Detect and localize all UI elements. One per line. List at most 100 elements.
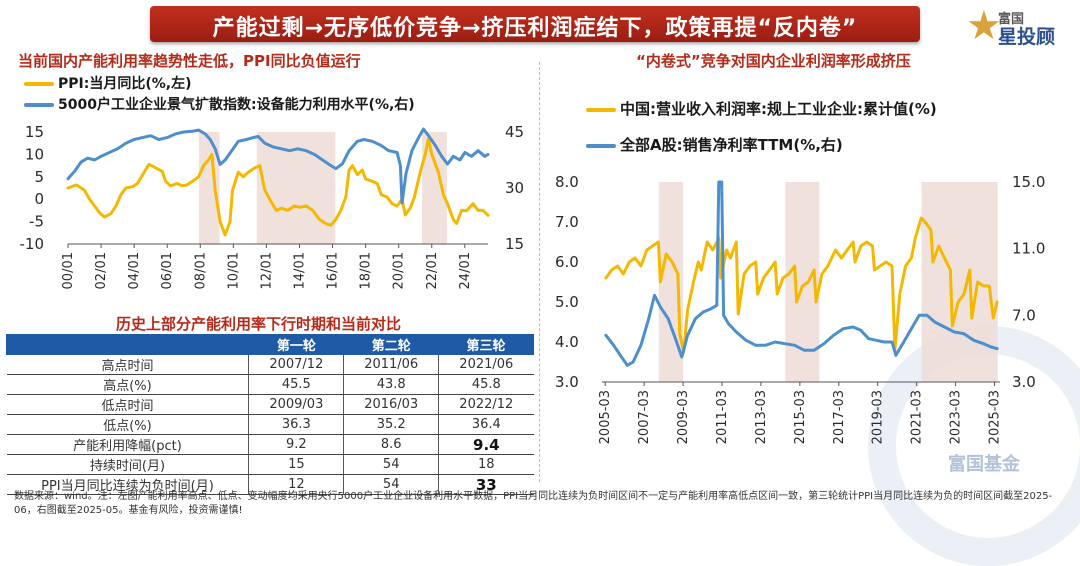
watermark-text: 富国基金 [948, 454, 1020, 475]
table-row: 低点(%) 36.3 35.2 36.4 [6, 414, 534, 435]
y-left-tick-label: 0 [34, 190, 44, 208]
table-header-cell: 第一轮 [248, 334, 345, 355]
x-tick-label: 2007-03 [637, 390, 652, 444]
table-row: PPI当月同比连续为负时间(月) 12 54 33 [6, 474, 534, 495]
right-legend-profit: 中国:营业收入利润率:规上工业企业:累计值(%) [586, 98, 937, 119]
table-cell: 43.8 [343, 374, 439, 395]
legend-swatch-yellow [586, 107, 616, 112]
logo: ★ 富国 星投顾 [966, 4, 1074, 48]
table-header-cell: 第三轮 [438, 334, 534, 355]
y-left-tick-label: -10 [20, 235, 45, 253]
table-cell: 2022/12 [438, 394, 534, 415]
table-cell: 45.5 [248, 374, 344, 395]
left-chart: 00/01 02/01 04/01 06/01 08/01 10/01 12/01 14/01… [20, 123, 525, 289]
x-tick-label: 20/01 [392, 252, 407, 289]
series-line-yellow [66, 137, 490, 237]
left-legend-ppi: PPI:当月同比(%,左) [24, 73, 191, 93]
right-legend-margin: 全部A股:销售净利率TTM(%,右) [586, 134, 843, 155]
left-legend-capacity: 5000户工业企业景气扩散指数:设备能力利用水平(%,右) [24, 94, 415, 114]
legend-swatch-blue [586, 143, 616, 148]
table-cell: 36.3 [248, 414, 344, 435]
legend-label: 全部A股:销售净利率TTM(%,右) [620, 136, 843, 154]
main-title: 产能过剩→无序低价竞争→挤压利润症结下，政策再提“反内卷” [212, 16, 858, 41]
left-chart-title: 当前国内产能利用率趋势性走低，PPI同比负值运行 [18, 52, 361, 70]
x-tick-label: 2021-03 [910, 390, 925, 444]
x-tick-label: 10/01 [226, 252, 241, 289]
legend-swatch-blue [24, 103, 54, 107]
table-row: 高点时间 2007/12 2011/06 2021/06 [6, 354, 534, 375]
table-row-label: PPI当月同比连续为负时间(月) [6, 474, 249, 495]
y-right-tick-label: 15.0 [1012, 173, 1045, 191]
table-cell: 35.2 [343, 414, 439, 435]
source-note: 数据来源：wind。注：左图产能利用率高点、低点、变动幅度均采用央行5000户工… [14, 491, 1053, 516]
y-left-tick-label: 10 [25, 145, 44, 163]
y-right-tick-label: 7.0 [1012, 306, 1036, 324]
y-right-tick-label: 15 [505, 235, 524, 253]
table-row: 产能利用降幅(pct) 9.2 8.6 9.4 [6, 434, 534, 455]
x-tick-label: 2023-03 [949, 390, 964, 444]
shaded-period [198, 132, 220, 244]
series-line-blue [66, 127, 490, 205]
logo-line1: 富国 [998, 12, 1025, 27]
x-tick-label: 12/01 [259, 252, 274, 289]
y-left-tick-label: 7.0 [555, 213, 579, 231]
y-left-tick-label: 4.0 [555, 333, 579, 351]
x-tick-label: 08/01 [193, 252, 208, 289]
table-row-label: 高点(%) [6, 374, 249, 395]
table-cell: 2011/06 [343, 354, 439, 375]
table-cell: 33 [438, 474, 534, 495]
x-tick-label: 2009-03 [676, 390, 691, 444]
table-title: 历史上部分产能利用率下行时期和当前对比 [116, 315, 402, 333]
table-cell: 9.2 [248, 434, 344, 455]
table-row-label: 低点(%) [6, 414, 249, 435]
table-cell: 9.4 [438, 434, 534, 455]
y-left-tick-label: 6.0 [555, 253, 579, 271]
table-row: 低点时间 2009/03 2016/03 2022/12 [6, 394, 534, 415]
shaded-period [921, 182, 998, 382]
comparison-table: 第一轮 第二轮 第三轮 高点时间 2007/12 2011/06 2021/06 高点(… [5, 334, 534, 495]
y-right-tick-label: 11.0 [1012, 240, 1045, 258]
y-left-tick-label: 8.0 [555, 173, 579, 191]
table-header-row: 第一轮 第二轮 第三轮 [5, 334, 534, 355]
table-cell: 2009/03 [248, 394, 344, 415]
x-tick-label: 2019-03 [871, 390, 886, 444]
table-cell: 8.6 [343, 434, 439, 455]
table-row: 持续时间(月) 15 54 18 [6, 454, 534, 475]
right-chart: 2005-03 2007-03 2009-03 2011-03 2013-03 2015-… [555, 173, 1045, 444]
x-tick-label: 2015-03 [793, 390, 808, 444]
table-cell: 15 [248, 454, 344, 475]
legend-label: 5000户工业企业景气扩散指数:设备能力利用水平(%,右) [58, 97, 415, 113]
table-row-label: 低点时间 [6, 394, 249, 415]
logo-line2: 星投顾 [998, 26, 1056, 48]
legend-swatch-yellow [24, 82, 54, 86]
y-left-tick-label: 5 [34, 168, 44, 186]
table-row: 高点(%) 45.5 43.8 45.8 [6, 374, 534, 395]
x-tick-label: 24/01 [458, 252, 473, 289]
table-cell: 54 [343, 454, 439, 475]
x-tick-label: 2005-03 [598, 390, 613, 444]
x-tick-label: 06/01 [160, 252, 175, 289]
y-right-tick-label: 30 [505, 179, 524, 197]
x-tick-label: 2013-03 [754, 390, 769, 444]
x-tick-label: 16/01 [326, 252, 341, 289]
table-cell: 45.8 [438, 374, 534, 395]
table-cell: 2007/12 [248, 354, 344, 375]
table-header-cell [5, 334, 250, 355]
table-cell: 54 [343, 474, 439, 495]
legend-label: 中国:营业收入利润率:规上工业企业:累计值(%) [620, 100, 937, 118]
y-left-tick-label: -5 [29, 213, 44, 231]
x-tick-label: 2025-03 [987, 390, 1002, 444]
x-tick-label: 04/01 [127, 252, 142, 289]
table-cell: 12 [248, 474, 344, 495]
x-tick-label: 18/01 [359, 252, 374, 289]
x-tick-label: 2017-03 [832, 390, 847, 444]
legend-label: PPI:当月同比(%,左) [58, 76, 192, 92]
y-left-tick-label: 5.0 [555, 293, 579, 311]
table-row-label: 持续时间(月) [6, 454, 249, 475]
star-icon: ★ [966, 3, 1002, 49]
title-banner: 产能过剩→无序低价竞争→挤压利润症结下，政策再提“反内卷” [150, 6, 920, 42]
table-cell: 36.4 [438, 414, 534, 435]
x-tick-label: 22/01 [425, 252, 440, 289]
y-right-tick-label: 45 [505, 123, 524, 141]
table-header-cell: 第二轮 [343, 334, 440, 355]
